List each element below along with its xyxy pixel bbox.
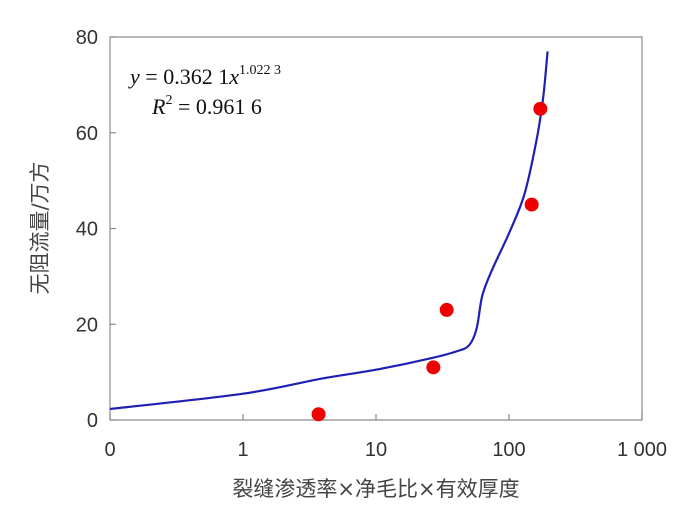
x-tick-label: 1 000 — [617, 439, 667, 461]
scatter-points — [311, 101, 548, 422]
r-exponent: 2 — [165, 93, 172, 108]
eq-coefficient: 0.362 1 — [163, 64, 229, 89]
fit-curve-line — [109, 51, 549, 411]
eq-exponent: 1.022 3 — [239, 63, 281, 78]
r-value: = 0.961 6 — [172, 94, 261, 119]
data-point — [524, 197, 539, 212]
fit-equation: y = 0.362 1x1.022 3 — [128, 63, 281, 89]
eq-y-var: y — [128, 64, 140, 89]
data-point — [533, 101, 548, 116]
x-tick-label: 1 — [237, 439, 248, 461]
x-tick-label: 100 — [492, 439, 525, 461]
y-tick-label: 60 — [76, 123, 98, 145]
eq-x-var: x — [228, 64, 239, 89]
x-tick-label: 10 — [365, 439, 387, 461]
y-axis-title: 无阻流量/万方 — [28, 161, 52, 294]
x-axis-title: 裂缝渗透率×净毛比×有效厚度 — [232, 477, 519, 501]
y-tick-label: 20 — [76, 314, 98, 336]
data-point — [311, 407, 326, 422]
data-point — [426, 360, 441, 375]
eq-sign: = — [140, 64, 163, 89]
y-tick-label: 0 — [87, 410, 98, 432]
x-axis: 0 1 10 100 1 000 — [104, 414, 667, 461]
y-tick-label: 40 — [76, 219, 98, 241]
r-squared: R2 = 0.961 6 — [151, 93, 262, 119]
y-tick-label: 80 — [76, 27, 98, 49]
data-point — [439, 302, 454, 317]
y-axis: 0 20 40 60 80 — [76, 27, 116, 432]
r-var: R — [151, 94, 166, 119]
x-tick-label: 0 — [104, 439, 115, 461]
